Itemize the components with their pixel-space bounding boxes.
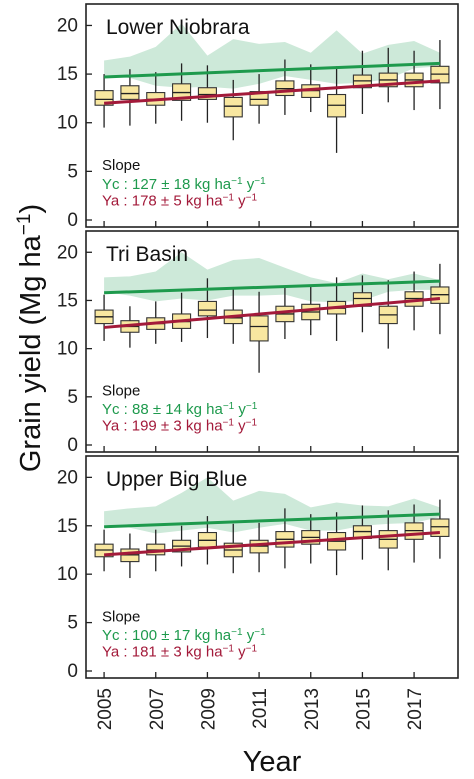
ya-slope-label-unit: y bbox=[234, 643, 246, 660]
yc-trend-line bbox=[104, 61, 440, 79]
ya-slope-label-value: Ya : 181 ± 3 kg ha bbox=[102, 643, 223, 660]
panel-title: Tri Basin bbox=[106, 243, 188, 266]
yc-trend-line bbox=[104, 512, 440, 529]
ya-slope-label-sup1: −1 bbox=[223, 417, 235, 428]
y-tick-label: 15 bbox=[57, 290, 78, 311]
y-tick-label: 10 bbox=[57, 564, 78, 585]
box-iqr bbox=[249, 315, 269, 342]
panel-title: Lower Niobrara bbox=[106, 16, 250, 39]
y-tick-label: 0 bbox=[67, 210, 78, 231]
x-tick-label: 2005 bbox=[95, 688, 116, 730]
yc-slope-label-sup1: −1 bbox=[231, 175, 243, 186]
ya-slope-label-unit: y bbox=[234, 192, 246, 209]
y-axis-title-sup: −1 bbox=[14, 214, 35, 236]
x-tick-label: 2011 bbox=[250, 688, 271, 729]
y-tick-label: 0 bbox=[67, 661, 78, 682]
yc-variability-band bbox=[104, 477, 440, 534]
box-2012 bbox=[275, 286, 295, 339]
box-2010 bbox=[223, 79, 243, 141]
ya-slope-label-value: Ya : 199 ± 3 kg ha bbox=[102, 417, 223, 434]
ya-slope-label: Ya : 178 ± 5 kg ha−1 y−1 bbox=[102, 192, 257, 210]
ya-slope-label: Ya : 181 ± 3 kg ha−1 y−1 bbox=[102, 643, 257, 661]
yc-slope-label-value: Yc : 127 ± 18 kg ha bbox=[102, 176, 232, 193]
y-axis-title-close: ) bbox=[15, 204, 47, 214]
yc-slope-label-sup2: −1 bbox=[246, 401, 258, 412]
box-2005 bbox=[94, 294, 114, 341]
ya-slope-label-sup2: −1 bbox=[246, 643, 258, 654]
y-tick-label: 15 bbox=[57, 516, 78, 537]
yc-slope-label-unit: y bbox=[243, 176, 255, 193]
yc-trend-line bbox=[104, 279, 440, 295]
ya-slope-label: Ya : 199 ± 3 kg ha−1 y−1 bbox=[102, 417, 257, 435]
box-2008 bbox=[172, 63, 192, 121]
x-tick-label: 2009 bbox=[198, 688, 219, 730]
yc-slope-label-sup2: −1 bbox=[254, 175, 266, 186]
y-tick-label: 10 bbox=[57, 339, 78, 360]
yc-slope-label-unit: y bbox=[243, 627, 255, 644]
yc-slope-label-sup1: −1 bbox=[231, 626, 243, 637]
slope-heading: Slope bbox=[102, 157, 140, 174]
x-tick-label: 2017 bbox=[405, 688, 426, 730]
box-2011 bbox=[249, 291, 269, 373]
panel-frame bbox=[85, 3, 459, 228]
y-tick-label: 10 bbox=[57, 113, 78, 134]
yc-slope-label: Yc : 88 ± 14 kg ha−1 y−1 bbox=[102, 401, 258, 419]
x-axis: 2005 2007 2009 2011 2013 2015 2017 bbox=[95, 688, 426, 730]
yc-slope-label: Yc : 127 ± 18 kg ha−1 y−1 bbox=[102, 175, 266, 193]
y-tick-label: 5 bbox=[67, 387, 78, 408]
box-2006 bbox=[120, 69, 140, 126]
x-tick-label: 2013 bbox=[302, 688, 323, 730]
ya-slope-label-value: Ya : 178 ± 5 kg ha bbox=[102, 192, 223, 209]
box-2016 bbox=[378, 280, 398, 349]
y-tick-label: 15 bbox=[57, 64, 78, 85]
y-axis-title: Grain yield (Mg ha−1) bbox=[14, 204, 48, 472]
box-iqr bbox=[197, 87, 217, 100]
box-2009 bbox=[197, 65, 217, 123]
y-tick-label: 20 bbox=[57, 242, 78, 263]
box-iqr bbox=[197, 300, 217, 317]
ya-trend-line bbox=[103, 297, 441, 329]
ya-trend-line bbox=[103, 531, 441, 557]
yc-slope-label-unit: y bbox=[234, 401, 246, 418]
y-tick-label: 5 bbox=[67, 161, 78, 182]
box-2008 bbox=[172, 525, 192, 567]
ya-trend-line bbox=[103, 79, 441, 105]
yc-slope-label-value: Yc : 100 ± 17 kg ha bbox=[102, 627, 232, 644]
box-2018 bbox=[430, 40, 450, 110]
yc-slope-label: Yc : 100 ± 17 kg ha−1 y−1 bbox=[102, 626, 266, 644]
yc-slope-label-sup1: −1 bbox=[223, 401, 235, 412]
box-iqr bbox=[120, 85, 140, 100]
y-tick-label: 20 bbox=[57, 15, 78, 36]
yc-slope-label-sup2: −1 bbox=[254, 626, 266, 637]
box-2011 bbox=[249, 74, 269, 124]
yc-slope-label-value: Yc : 88 ± 14 kg ha bbox=[102, 401, 223, 418]
box-2015 bbox=[352, 275, 372, 333]
panel-title: Upper Big Blue bbox=[106, 468, 247, 491]
x-tick-label: 2015 bbox=[353, 688, 374, 730]
y-tick-label: 5 bbox=[67, 613, 78, 634]
slope-heading: Slope bbox=[102, 383, 140, 400]
ya-slope-label-sup2: −1 bbox=[246, 417, 258, 428]
ya-slope-label-unit: y bbox=[234, 417, 246, 434]
y-tick-label: 20 bbox=[57, 467, 78, 488]
ya-slope-label-sup2: −1 bbox=[246, 192, 258, 203]
y-tick-label: 0 bbox=[67, 435, 78, 456]
x-axis-title: Year bbox=[243, 746, 302, 778]
x-tick-label: 2007 bbox=[147, 688, 168, 730]
ya-slope-label-sup1: −1 bbox=[223, 643, 235, 654]
ya-slope-label-sup1: −1 bbox=[223, 192, 235, 203]
box-iqr bbox=[223, 96, 243, 118]
box-2014 bbox=[327, 66, 347, 153]
box-2015 bbox=[352, 505, 372, 560]
slope-heading: Slope bbox=[102, 608, 140, 625]
y-axis-title-main: Grain yield (Mg ha bbox=[15, 234, 47, 472]
